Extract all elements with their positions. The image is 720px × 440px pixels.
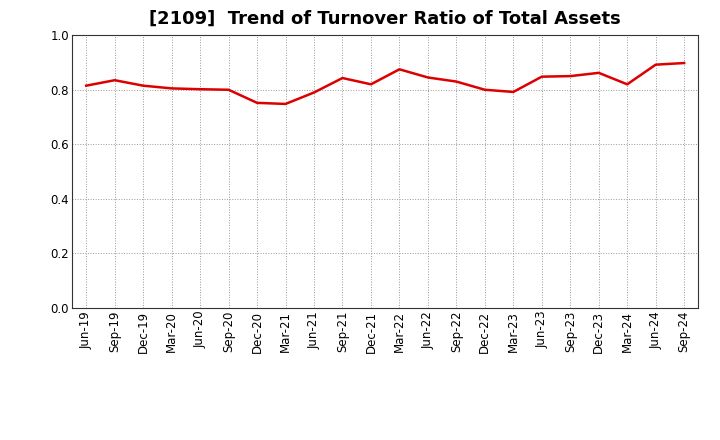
Title: [2109]  Trend of Turnover Ratio of Total Assets: [2109] Trend of Turnover Ratio of Total … [149, 10, 621, 28]
